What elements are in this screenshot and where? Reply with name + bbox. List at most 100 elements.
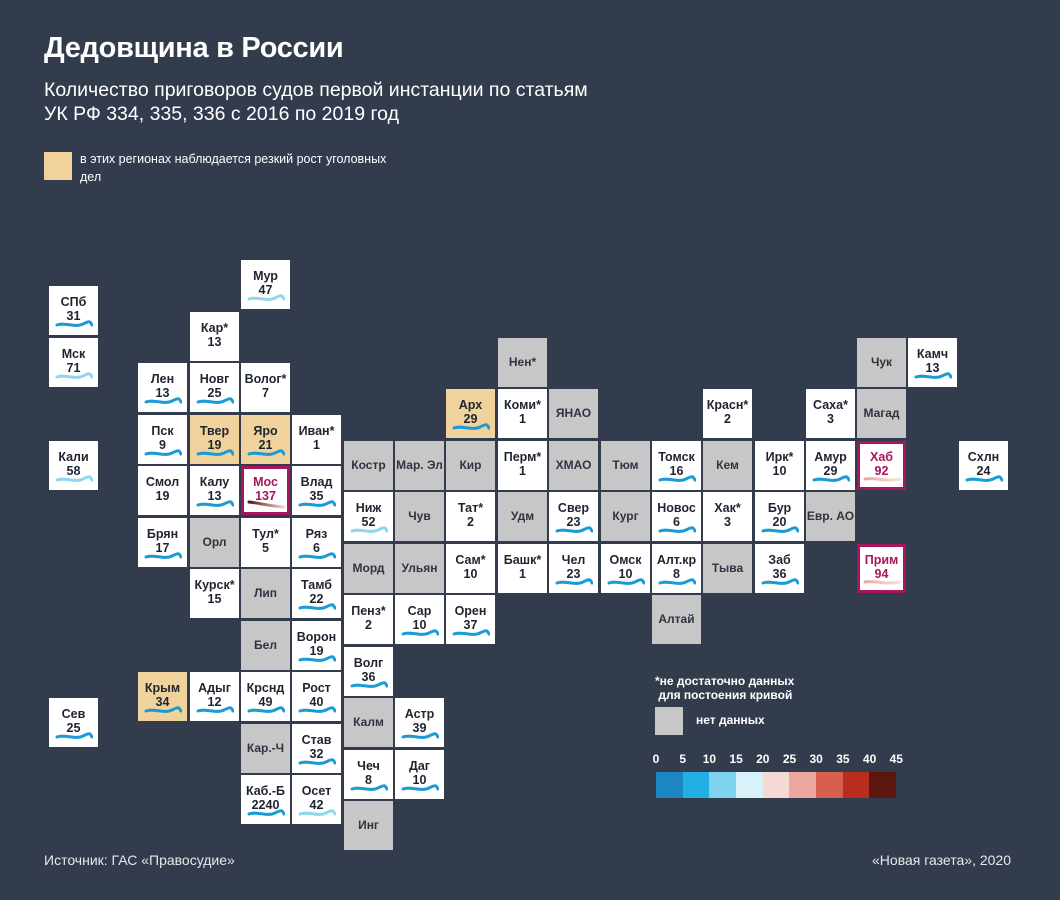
region-tile-хак: Хак* 3	[703, 492, 752, 541]
trend-curve	[658, 577, 696, 585]
region-tile-кар-ч: Кар.-Ч	[241, 723, 290, 773]
trend-curve	[812, 474, 850, 482]
region-name: Пенз*	[351, 604, 386, 618]
region-value: 29	[463, 412, 478, 426]
region-tile-кем: Кем	[703, 440, 752, 490]
region-value: 35	[309, 489, 324, 504]
region-name: Нен*	[508, 354, 537, 369]
region-value: 40	[309, 695, 324, 710]
region-tile-башк: Башк* 1	[498, 543, 547, 593]
region-tile-нен: Нен*	[498, 337, 547, 387]
region-tile-тюм: Тюм	[601, 440, 650, 490]
region-tile-крснд: Крснд 49	[241, 672, 290, 722]
region-name: Алтай	[658, 612, 695, 626]
region-tile-иван: Иван* 1	[292, 414, 341, 464]
region-name: Влад	[300, 475, 333, 490]
region-value: 8	[673, 566, 680, 581]
trend-curve	[144, 706, 182, 714]
trend-curve	[196, 500, 234, 508]
region-name: Волг	[353, 655, 384, 670]
region-name: Тамб	[300, 578, 333, 593]
region-name: Мур	[253, 269, 278, 284]
region-value: 2	[724, 412, 731, 426]
region-name: Омск	[609, 552, 642, 567]
region-value: 52	[361, 515, 376, 529]
trend-curve	[55, 732, 93, 739]
page-title: Дедовщина в России	[44, 32, 344, 64]
scale-tick-label: 5	[679, 752, 687, 766]
region-value: 15	[207, 592, 222, 607]
region-value: 23	[566, 566, 581, 581]
region-name: Кир	[459, 457, 482, 472]
region-name: Ниж	[355, 501, 382, 515]
region-tile-твер: Твер 19	[190, 414, 239, 464]
region-value: 1	[519, 463, 526, 478]
scale-step	[762, 772, 790, 798]
scale-tick-label: 20	[756, 752, 770, 766]
region-value: 13	[155, 386, 170, 401]
region-tile-смол: Смол 19	[138, 466, 187, 516]
trend-curve	[658, 526, 696, 533]
trend-curve	[401, 783, 439, 791]
region-name: Твер	[199, 423, 230, 438]
scale-tick-label: 30	[809, 752, 823, 766]
region-name: Костр	[351, 457, 386, 472]
region-value: 32	[309, 746, 324, 761]
region-value: 10	[772, 463, 787, 478]
region-name: ЯНАО	[555, 406, 592, 420]
region-tile-алтай: Алтай	[652, 595, 701, 644]
region-name: Крснд	[246, 681, 285, 696]
region-name: Прим	[864, 552, 899, 567]
trend-curve	[350, 526, 388, 533]
region-name: Новос	[657, 501, 696, 515]
region-tile-тат: Тат* 2	[446, 492, 495, 541]
scale-tick-label: 35	[836, 752, 850, 766]
trend-curve	[607, 577, 645, 585]
region-value: 34	[155, 695, 170, 710]
region-tile-тул: Тул* 5	[241, 517, 290, 567]
region-tile-лен: Лен 13	[138, 363, 187, 413]
region-tile-инг: Инг	[344, 801, 393, 850]
scale-step	[842, 772, 870, 798]
region-name: Арх	[458, 398, 483, 412]
region-tile-став: Став 32	[292, 723, 341, 773]
no-data-swatch	[655, 707, 683, 735]
trend-curve	[247, 294, 285, 302]
region-tile-евр-ао: Евр. АО	[806, 492, 855, 541]
region-value: 22	[309, 592, 324, 607]
scale-tick-label: 15	[729, 752, 743, 766]
region-name: Чеч	[357, 758, 380, 773]
region-name: Кали	[58, 449, 89, 464]
region-value: 71	[66, 360, 81, 375]
region-name: Мар. Эл	[396, 457, 443, 472]
region-value: 25	[66, 721, 81, 735]
region-tile-чеч: Чеч 8	[344, 749, 393, 799]
region-value: 2	[365, 618, 372, 632]
region-tile-тамб: Тамб 22	[292, 569, 341, 619]
region-name: Бур	[767, 501, 792, 515]
region-value: 19	[309, 643, 324, 658]
region-tile-хмао: ХМАО	[549, 440, 598, 490]
region-value: 13	[925, 360, 940, 375]
trend-curve	[401, 732, 439, 739]
credit-note: «Новая газета», 2020	[872, 852, 1011, 868]
region-name: ХМАО	[555, 457, 592, 472]
region-tile-томск: Томск 16	[652, 440, 701, 490]
region-name: Ворон	[296, 629, 337, 644]
region-name: Тюм	[612, 457, 639, 472]
region-tile-кир: Кир	[446, 440, 495, 490]
region-tile-яро: Яро 21	[241, 414, 290, 464]
region-name: Смол	[145, 475, 180, 490]
trend-curve	[144, 397, 182, 405]
scale-tick-label: 0	[652, 752, 660, 766]
region-name: Красн*	[706, 398, 749, 412]
region-value: 1	[519, 566, 526, 581]
region-value: 7	[262, 386, 269, 401]
region-value: 42	[309, 798, 324, 813]
region-name: Кар*	[200, 320, 229, 335]
trend-curve	[401, 629, 439, 636]
region-value: 12	[207, 695, 222, 710]
region-name: Евр. АО	[806, 509, 855, 523]
region-name: Башк*	[503, 552, 542, 567]
region-name: Калу	[199, 475, 230, 490]
